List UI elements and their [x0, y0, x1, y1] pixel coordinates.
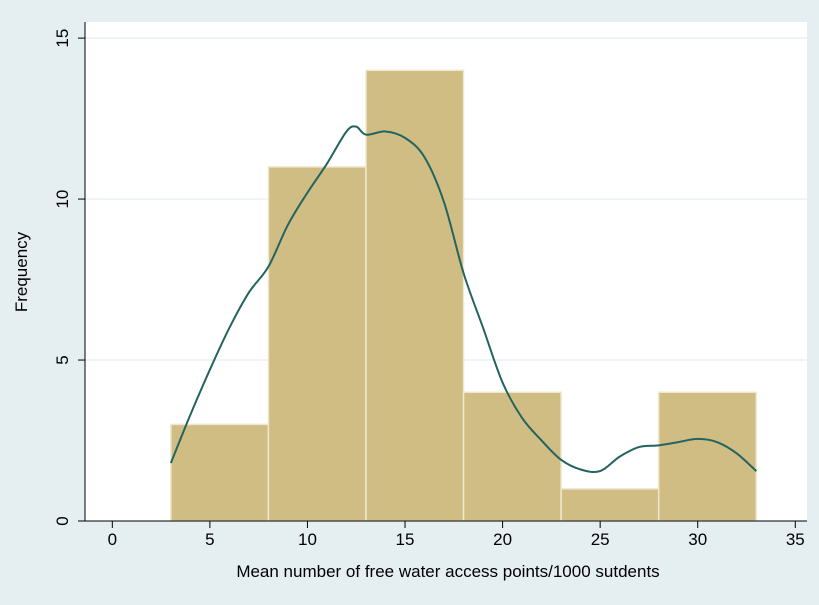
histogram-bar [462, 391, 562, 522]
y-axis-title: Frequency [12, 231, 31, 312]
x-tick-label: 25 [591, 530, 610, 549]
y-tick-label: 0 [53, 516, 72, 525]
y-tick-label: 10 [53, 190, 72, 209]
x-tick-label: 0 [108, 530, 117, 549]
axes [84, 22, 807, 522]
histogram-bar [170, 423, 270, 522]
x-tick-label: 5 [205, 530, 214, 549]
y-tick-label: 15 [53, 29, 72, 48]
histogram-bars [170, 69, 758, 522]
x-tick-label: 35 [786, 530, 805, 549]
x-axis-title: Mean number of free water access points/… [236, 562, 659, 581]
x-tick-label: 20 [493, 530, 512, 549]
y-ticks: 0 5 10 15 [53, 29, 85, 526]
histogram-bar [267, 166, 367, 522]
histogram-bar [365, 69, 465, 522]
y-tick-label: 5 [53, 355, 72, 364]
x-tick-label: 15 [396, 530, 415, 549]
x-tick-label: 30 [688, 530, 707, 549]
density-curve [169, 125, 757, 474]
x-ticks: 0 5 10 15 20 25 30 35 [108, 521, 805, 549]
x-tick-label: 10 [298, 530, 317, 549]
histogram-bar [560, 488, 660, 522]
